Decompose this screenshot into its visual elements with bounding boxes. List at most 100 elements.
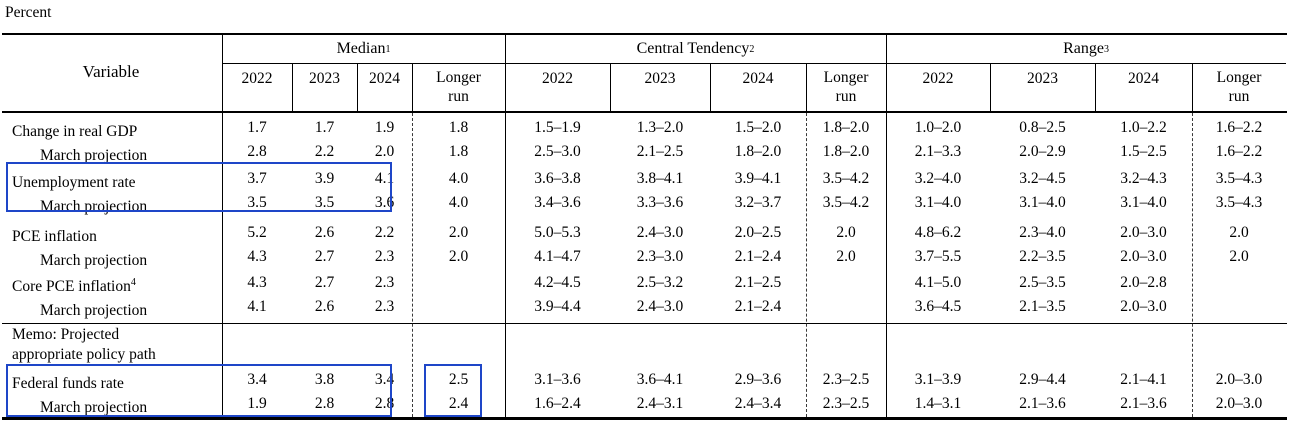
longer-run-dashed-rule: [806, 113, 807, 417]
row-label: Unemployment rate: [12, 174, 136, 192]
header-year-rule: [610, 64, 611, 111]
variable-column-rule: [222, 33, 223, 417]
highlight-box-fedfunds-median: [6, 364, 392, 417]
range-longer-run-cell: 2.0: [1229, 224, 1249, 241]
range-2024-cell: 2.0–3.0: [1120, 248, 1167, 265]
highlight-box-fedfunds-longer-run: [424, 364, 482, 417]
range-longer-run-cell: [1192, 272, 1286, 298]
median-2024-cell: 2.8: [374, 395, 395, 412]
header-year-rule: [710, 64, 711, 111]
ct-longer-run-cell: 1.8–2.0: [822, 119, 870, 136]
table-row: Unemployment rate 3.7 3.9 4.1 4.0 3.6–3.…: [0, 168, 1286, 191]
ct-2022-cell: 1.6–2.4: [534, 395, 581, 412]
range-2024-cell: 2.0–3.0: [1120, 224, 1167, 241]
median-2023-cell: 2.7: [314, 274, 335, 291]
range-2024-cell: 2.0–2.8: [1120, 274, 1167, 291]
group-header-central-tendency-label: Central Tendency: [636, 40, 750, 57]
range-2023-cell: 0.8–2.5: [1019, 119, 1066, 136]
range-2023-cell: 2.0–2.9: [1019, 143, 1066, 160]
year-header-spacer: [0, 63, 222, 111]
ct-2024-cell: 2.1–2.4: [734, 298, 782, 315]
year-header-row: 2022 2023 2024 Longer run 2022 2023 2024…: [0, 63, 1286, 111]
median-longer-run-cell: 2.0: [448, 248, 469, 265]
row-label-cell: March projection: [0, 246, 222, 272]
median-2024-cell: 2.3: [374, 298, 395, 315]
ct-2024-cell: 1.8–2.0: [734, 143, 782, 160]
ct-longer-run-cell: 2.0: [836, 224, 856, 241]
median-year-header-2023: 2023: [309, 70, 340, 87]
ct-2024-cell: 2.1–2.4: [734, 248, 782, 265]
median-2023-cell: 2.6: [314, 298, 335, 315]
range-2022-cell: 2.1–3.3: [914, 143, 962, 160]
table-row: Federal funds rate 3.4 3.8 3.4 2.5 3.1–3…: [0, 369, 1286, 393]
median-2022-cell: 3.4: [247, 371, 267, 388]
row-label-cell: Unemployment rate: [0, 168, 222, 194]
range-2022-cell: 1.4–3.1: [914, 395, 962, 412]
range-longer-run-cell: 2.0–3.0: [1215, 371, 1263, 388]
ct-2023-cell: 3.6–4.1: [636, 371, 684, 388]
longer-run-dashed-rule: [412, 113, 413, 417]
row-label-cell: March projection: [0, 296, 222, 322]
row-label: March projection: [40, 302, 148, 320]
median-longer-run-cell: 4.0: [448, 194, 469, 211]
group-header-underline: [222, 63, 1286, 64]
ct-2022-cell: 3.6–3.8: [534, 170, 581, 187]
median-2024-cell: 2.2: [374, 224, 395, 241]
ct-2024-cell: 2.0–2.5: [734, 224, 782, 241]
ct-2022-cell: 3.9–4.4: [534, 298, 581, 315]
header-year-rule: [357, 64, 358, 111]
footnote-marker: 4: [130, 277, 136, 288]
ct-2024-cell: 2.9–3.6: [734, 371, 782, 388]
median-2022-cell: 4.3: [247, 248, 267, 265]
ct-2022-cell: 3.4–3.6: [534, 194, 581, 211]
header-body-rule: [2, 111, 1287, 113]
median-2022-cell: 3.5: [247, 194, 267, 211]
median-2024-cell: 1.9: [374, 119, 395, 136]
median-2023-cell: 3.9: [314, 170, 335, 187]
ct-2024-cell: 2.1–2.5: [734, 274, 782, 291]
median-2023-cell: 3.5: [314, 194, 335, 211]
ct-year-header-2023: 2023: [644, 70, 676, 87]
row-label: Change in real GDP: [12, 123, 138, 141]
row-label: March projection: [40, 252, 148, 270]
ct-longer-run-cell: [806, 272, 886, 298]
ct-2023-cell: 2.4–3.0: [636, 224, 684, 241]
median-longer-run-header: Longer run: [436, 69, 481, 105]
range-2024-cell: 2.1–4.1: [1120, 371, 1167, 388]
range-2024-cell: 2.1–3.6: [1120, 395, 1167, 412]
footnote-marker: 3: [1103, 43, 1109, 55]
median-2023-cell: 3.8: [314, 371, 335, 388]
row-label: Federal funds rate: [12, 375, 124, 393]
median-2024-cell: 3.4: [374, 371, 395, 388]
median-ct-boundary-rule: [505, 33, 506, 417]
row-label: Core PCE inflation: [12, 278, 131, 296]
median-2024-cell: 3.6: [374, 194, 395, 211]
range-2023-cell: 3.1–4.0: [1019, 194, 1066, 211]
range-longer-run-cell: 1.6–2.2: [1215, 119, 1263, 136]
ct-2023-cell: 3.8–4.1: [636, 170, 684, 187]
ct-2024-cell: 3.2–3.7: [734, 194, 782, 211]
group-header-median-label: Median: [336, 40, 386, 57]
memo-row: Memo: Projected appropriate policy path: [0, 325, 156, 365]
range-2022-cell: 3.6–4.5: [914, 298, 962, 315]
ct-2023-cell: 1.3–2.0: [636, 119, 684, 136]
range-longer-run-cell: [1192, 296, 1286, 322]
ct-2023-cell: 2.5–3.2: [636, 274, 684, 291]
table-bottom-rule: [2, 417, 1287, 420]
median-2022-cell: 5.2: [247, 224, 267, 241]
group-header-median: Median 1: [222, 35, 505, 63]
row-label-cell: March projection: [0, 141, 222, 167]
table-row: March projection 2.8 2.2 2.0 1.8 2.5–3.0…: [0, 141, 1286, 164]
ct-2023-cell: 2.4–3.1: [636, 395, 684, 412]
median-2023-cell: 1.7: [314, 119, 335, 136]
range-2022-cell: 4.1–5.0: [914, 274, 962, 291]
range-2023-cell: 2.5–3.5: [1019, 274, 1066, 291]
median-2023-cell: 2.8: [314, 395, 335, 412]
range-year-header-2022: 2022: [922, 70, 954, 87]
table-row: PCE inflation 5.2 2.6 2.2 2.0 5.0–5.3 2.…: [0, 222, 1286, 245]
range-2022-cell: 3.1–3.9: [914, 371, 962, 388]
ct-2022-cell: 5.0–5.3: [534, 224, 581, 241]
variable-column-header: Variable: [82, 62, 140, 81]
median-2022-cell: 3.7: [247, 170, 267, 187]
